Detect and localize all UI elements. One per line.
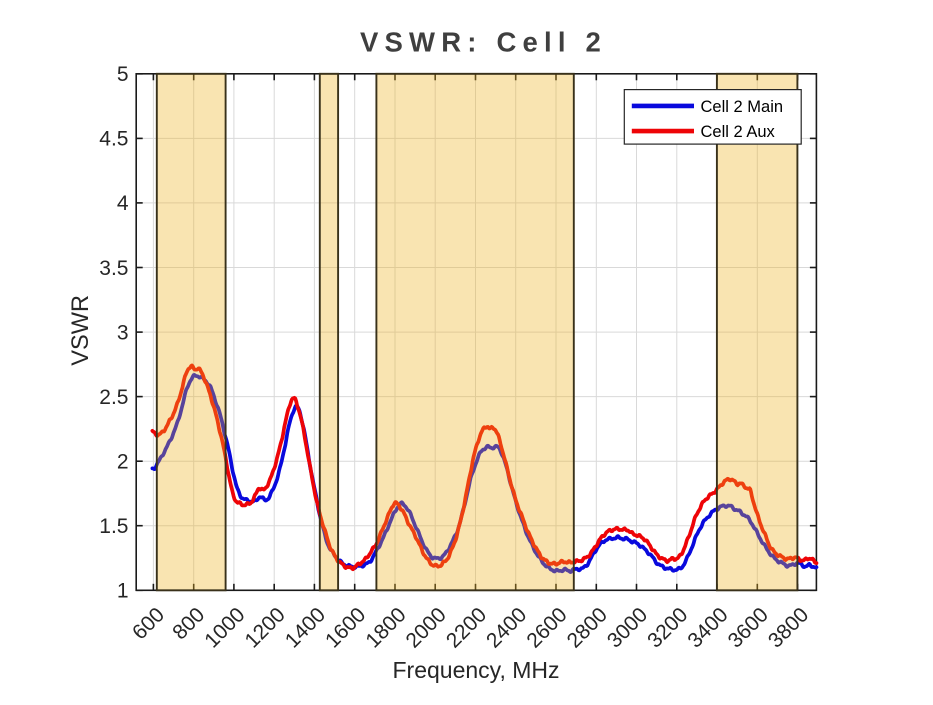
svg-text:VSWR: VSWR	[68, 295, 94, 366]
svg-text:1.5: 1.5	[99, 515, 128, 538]
svg-text:3.5: 3.5	[99, 257, 128, 280]
svg-text:5: 5	[117, 63, 129, 86]
svg-text:4.5: 4.5	[99, 128, 128, 151]
svg-text:VSWR: Cell 2: VSWR: Cell 2	[360, 27, 607, 58]
svg-text:Cell 2 Aux: Cell 2 Aux	[701, 123, 776, 141]
svg-text:Cell 2 Main: Cell 2 Main	[701, 98, 784, 116]
svg-text:Frequency, MHz: Frequency, MHz	[392, 657, 559, 683]
svg-text:4: 4	[117, 192, 129, 215]
svg-text:2: 2	[117, 451, 129, 474]
svg-text:2.5: 2.5	[99, 386, 128, 409]
svg-text:3: 3	[117, 321, 129, 344]
svg-text:1: 1	[117, 580, 129, 603]
